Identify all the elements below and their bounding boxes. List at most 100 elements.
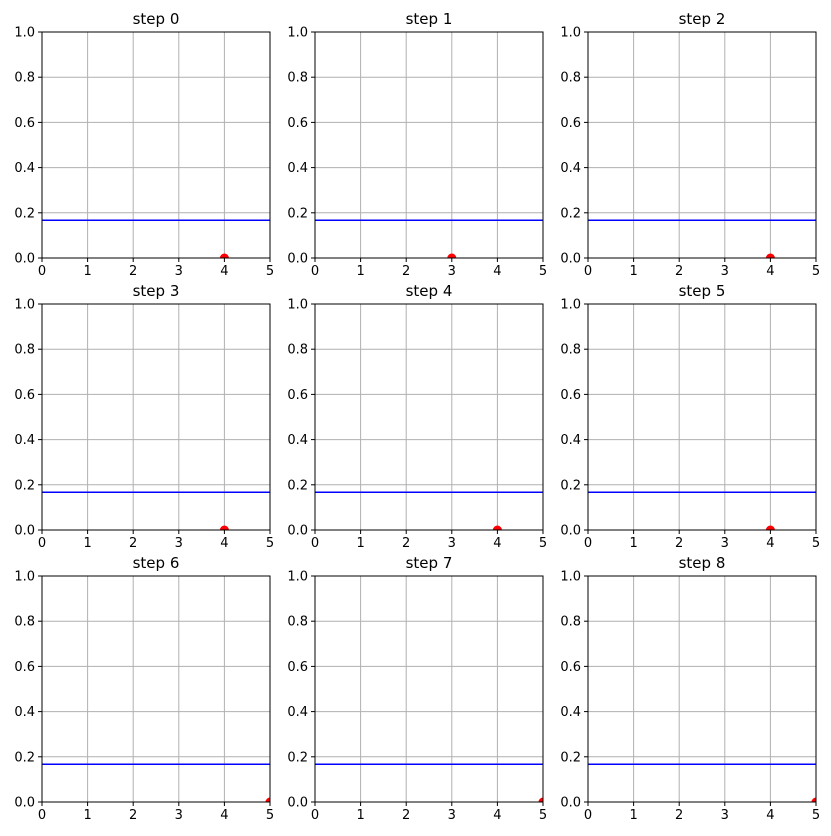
x-tick-label: 3 (721, 808, 729, 823)
x-tick-label: 4 (766, 536, 774, 551)
x-tick-label: 1 (83, 808, 91, 823)
subplot-7: 0 1 2 3 4 5 0.0 0.2 0.4 0.6 0.8 1.0 step 7 (287, 554, 547, 823)
data-point (265, 797, 270, 802)
y-tick-label: 0.0 (287, 252, 308, 267)
x-tick-label: 4 (220, 536, 228, 551)
y-tick-label: 1.0 (14, 298, 35, 313)
x-tick-label: 1 (83, 264, 91, 279)
subplot-title: step 3 (133, 282, 180, 300)
subplot-6: 0 1 2 3 4 5 0.0 0.2 0.4 0.6 0.8 1.0 step 6 (14, 554, 274, 823)
x-tick-label: 1 (356, 536, 364, 551)
y-tick-label: 1.0 (287, 298, 308, 313)
x-tick-label: 4 (766, 264, 774, 279)
x-tick-label: 0 (38, 808, 46, 823)
y-tick-label: 0.4 (14, 705, 35, 720)
plot-area (315, 304, 543, 530)
x-tick-label: 4 (220, 808, 228, 823)
y-tick-label: 1.0 (560, 298, 581, 313)
x-tick-label: 0 (311, 264, 319, 279)
plot-area (588, 32, 816, 258)
y-tick-label: 0.0 (560, 796, 581, 811)
plot-area (315, 32, 543, 258)
y-tick-label: 0.8 (287, 71, 308, 86)
y-tick-label: 0.2 (287, 750, 308, 765)
plot-area (588, 304, 816, 530)
y-tick-label: 0.8 (287, 343, 308, 358)
axes-frame (41, 303, 271, 531)
y-tick-label: 0.2 (14, 206, 35, 221)
subplot-title: step 0 (133, 10, 180, 28)
y-tick-label: 0.2 (560, 206, 581, 221)
x-tick-label: 0 (584, 536, 592, 551)
x-tick-label: 4 (220, 264, 228, 279)
subplot-2: 0 1 2 3 4 5 0.0 0.2 0.4 0.6 0.8 1.0 step 2 (560, 10, 820, 279)
y-tick-label: 1.0 (287, 570, 308, 585)
x-tick-label: 5 (539, 808, 547, 823)
subplot-1: 0 1 2 3 4 5 0.0 0.2 0.4 0.6 0.8 1.0 step 1 (287, 10, 547, 279)
axes-frame (587, 575, 817, 803)
x-tick-label: 4 (766, 808, 774, 823)
y-tick-label: 0.8 (14, 615, 35, 630)
plot-area (315, 576, 543, 802)
y-tick-label: 1.0 (14, 570, 35, 585)
plot-area (42, 304, 270, 530)
x-tick-label: 2 (129, 536, 137, 551)
y-tick-label: 0.6 (560, 388, 581, 403)
x-tick-label: 1 (356, 808, 364, 823)
subplot-0: 0 1 2 3 4 5 0.0 0.2 0.4 0.6 0.8 1.0 step 0 (14, 10, 274, 279)
data-point (765, 253, 775, 258)
y-tick-label: 0.4 (560, 705, 581, 720)
x-tick-label: 5 (539, 536, 547, 551)
x-tick-label: 1 (629, 536, 637, 551)
y-tick-label: 1.0 (560, 570, 581, 585)
x-tick-label: 2 (402, 264, 410, 279)
y-tick-label: 0.2 (287, 478, 308, 493)
x-tick-label: 2 (675, 264, 683, 279)
y-tick-label: 0.4 (287, 161, 308, 176)
x-tick-label: 0 (38, 536, 46, 551)
x-tick-label: 4 (493, 536, 501, 551)
x-tick-label: 5 (266, 264, 274, 279)
data-point (219, 525, 229, 530)
data-point (219, 253, 229, 258)
y-tick-label: 0.2 (287, 206, 308, 221)
y-tick-label: 0.6 (287, 660, 308, 675)
y-tick-label: 0.2 (560, 750, 581, 765)
axes-frame (587, 31, 817, 259)
y-tick-label: 0.2 (14, 478, 35, 493)
x-tick-label: 2 (402, 808, 410, 823)
plot-area (42, 576, 270, 802)
x-tick-label: 3 (721, 536, 729, 551)
axes-frame (587, 303, 817, 531)
x-tick-label: 0 (584, 264, 592, 279)
x-tick-label: 2 (675, 808, 683, 823)
subplot-title: step 7 (406, 554, 453, 572)
x-tick-label: 4 (493, 808, 501, 823)
x-tick-label: 2 (129, 264, 137, 279)
x-tick-label: 1 (356, 264, 364, 279)
y-tick-label: 0.8 (560, 343, 581, 358)
x-tick-label: 3 (448, 536, 456, 551)
y-tick-label: 0.4 (287, 433, 308, 448)
subplot-8: 0 1 2 3 4 5 0.0 0.2 0.4 0.6 0.8 1.0 step 8 (560, 554, 820, 823)
data-point (811, 797, 816, 802)
subplot-title: step 6 (133, 554, 180, 572)
subplot-title: step 4 (406, 282, 453, 300)
y-tick-label: 0.4 (560, 433, 581, 448)
y-tick-label: 0.6 (560, 660, 581, 675)
y-tick-label: 0.6 (14, 388, 35, 403)
y-tick-label: 0.8 (287, 615, 308, 630)
x-tick-label: 3 (175, 808, 183, 823)
x-tick-label: 3 (175, 264, 183, 279)
y-tick-label: 0.6 (287, 116, 308, 131)
y-tick-label: 0.8 (560, 71, 581, 86)
plot-area (42, 32, 270, 258)
data-point (492, 525, 502, 530)
x-tick-label: 5 (266, 808, 274, 823)
y-tick-label: 0.0 (14, 252, 35, 267)
axes-frame (314, 303, 544, 531)
x-tick-label: 4 (493, 264, 501, 279)
axes-frame (41, 31, 271, 259)
x-tick-label: 5 (812, 808, 820, 823)
